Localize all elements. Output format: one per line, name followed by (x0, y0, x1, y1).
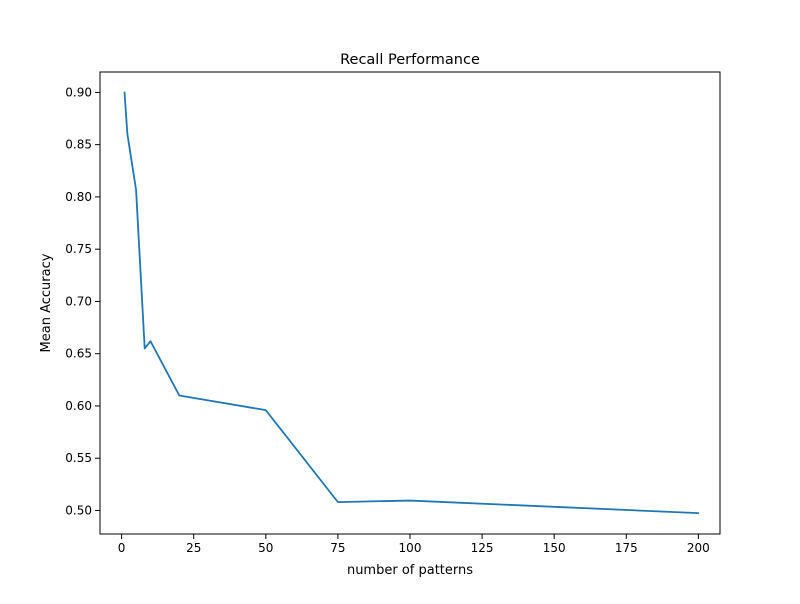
y-tick-label: 0.80 (65, 190, 92, 204)
y-tick-label: 0.90 (65, 85, 92, 99)
x-tick-label: 25 (186, 541, 201, 555)
y-axis-label: Mean Accuracy (39, 253, 54, 352)
x-tick-label: 200 (687, 541, 710, 555)
y-axis-ticks: 0.50 0.55 0.60 0.65 0.70 0.75 0.80 0.85 0.90 (65, 85, 100, 517)
x-tick-label: 100 (399, 541, 422, 555)
x-tick-label: 50 (258, 541, 273, 555)
plot-background (100, 72, 720, 534)
x-tick-label: 125 (471, 541, 494, 555)
y-tick-label: 0.70 (65, 294, 92, 308)
y-tick-label: 0.60 (65, 399, 92, 413)
y-tick-label: 0.85 (65, 138, 92, 152)
x-axis-label: number of patterns (347, 563, 473, 578)
x-tick-label: 175 (615, 541, 638, 555)
y-tick-label: 0.50 (65, 503, 92, 517)
y-tick-label: 0.55 (65, 451, 92, 465)
x-tick-label: 150 (543, 541, 566, 555)
y-tick-label: 0.65 (65, 347, 92, 361)
x-tick-label: 75 (330, 541, 345, 555)
x-tick-label: 0 (118, 541, 126, 555)
plot-area (100, 72, 720, 534)
x-axis-ticks: 0 25 50 75 100 125 150 175 200 (118, 534, 710, 555)
chart-title: Recall Performance (340, 52, 480, 68)
y-tick-label: 0.75 (65, 242, 92, 256)
